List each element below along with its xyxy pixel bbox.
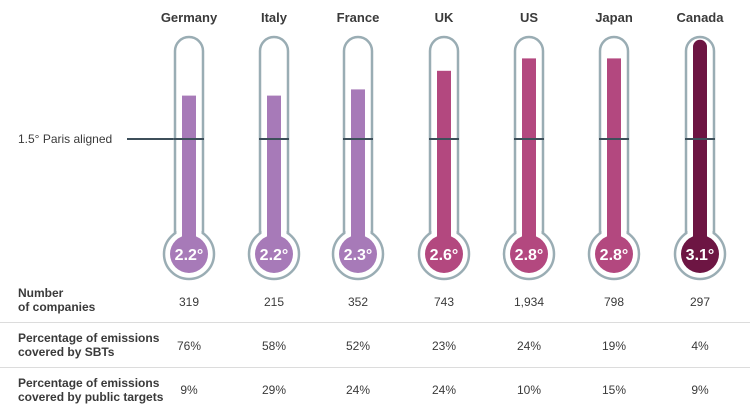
row-label-sbts: Percentage of emissions covered by SBTs (18, 331, 160, 359)
thermometer-bulb-us (510, 235, 548, 273)
row-label-public-targets: Percentage of emissions covered by publi… (18, 376, 164, 404)
cell-companies-japan: 798 (603, 295, 625, 309)
cell-companies-italy: 215 (263, 295, 285, 309)
cell-public-italy: 29% (261, 383, 287, 397)
value-label-germany: 2.2° (175, 247, 204, 264)
thermometer-bulb-italy (255, 235, 293, 273)
cell-companies-france: 352 (347, 295, 369, 309)
cell-companies-uk: 743 (433, 295, 455, 309)
country-label-italy: Italy (261, 10, 288, 25)
table-row-companies: Number of companies 319 215 352 743 1,93… (0, 282, 750, 323)
bar-france (351, 89, 365, 245)
value-label-japan: 2.8° (600, 247, 629, 264)
thermometer-bulb-japan (595, 235, 633, 273)
thermometer-bulb-germany (170, 235, 208, 273)
bar-us (522, 58, 536, 245)
thermometer-bulb-france (339, 235, 377, 273)
value-label-canada: 3.1° (686, 247, 715, 264)
bar-italy (267, 95, 281, 244)
cell-public-us: 10% (516, 383, 542, 397)
cell-public-germany: 9% (180, 383, 198, 397)
bar-canada (693, 39, 707, 244)
cell-public-canada: 9% (691, 383, 709, 397)
cell-sbts-italy: 58% (261, 339, 287, 353)
cell-sbts-france: 52% (345, 339, 371, 353)
cell-companies-us: 1,934 (513, 295, 545, 309)
cell-sbts-uk: 23% (431, 339, 457, 353)
value-label-us: 2.8° (515, 247, 544, 264)
cell-public-uk: 24% (431, 383, 457, 397)
thermometer-chart: 1.5° Paris aligned Germany 2.2° Italy 2.2° Fr… (18, 10, 727, 281)
value-label-uk: 2.6° (430, 247, 459, 264)
bar-uk (437, 70, 451, 244)
bar-japan (607, 58, 621, 245)
cell-sbts-germany: 76% (176, 339, 202, 353)
thermometer-bulb-canada (681, 235, 719, 273)
cell-sbts-canada: 4% (691, 339, 709, 353)
bar-germany (182, 95, 196, 244)
country-label-canada: Canada (677, 10, 725, 25)
thermometer-bulb-uk (425, 235, 463, 273)
cell-companies-canada: 297 (689, 295, 711, 309)
cell-companies-germany: 319 (178, 295, 200, 309)
country-label-france: France (337, 10, 380, 25)
cell-public-france: 24% (345, 383, 371, 397)
reference-line-label: 1.5° Paris aligned (18, 132, 112, 146)
table-row-sbts: Percentage of emissions covered by SBTs … (0, 323, 750, 368)
country-label-us: US (520, 10, 538, 25)
value-label-italy: 2.2° (260, 247, 289, 264)
cell-public-japan: 15% (601, 383, 627, 397)
country-label-japan: Japan (595, 10, 633, 25)
country-stats-table: Number of companies 319 215 352 743 1,93… (0, 282, 750, 412)
cell-sbts-us: 24% (516, 339, 542, 353)
cell-sbts-japan: 19% (601, 339, 627, 353)
table-row-public-targets: Percentage of emissions covered by publi… (0, 368, 750, 412)
country-label-uk: UK (435, 10, 454, 25)
row-label-companies: Number of companies (18, 286, 96, 314)
value-label-france: 2.3° (344, 247, 373, 264)
country-label-germany: Germany (161, 10, 218, 25)
